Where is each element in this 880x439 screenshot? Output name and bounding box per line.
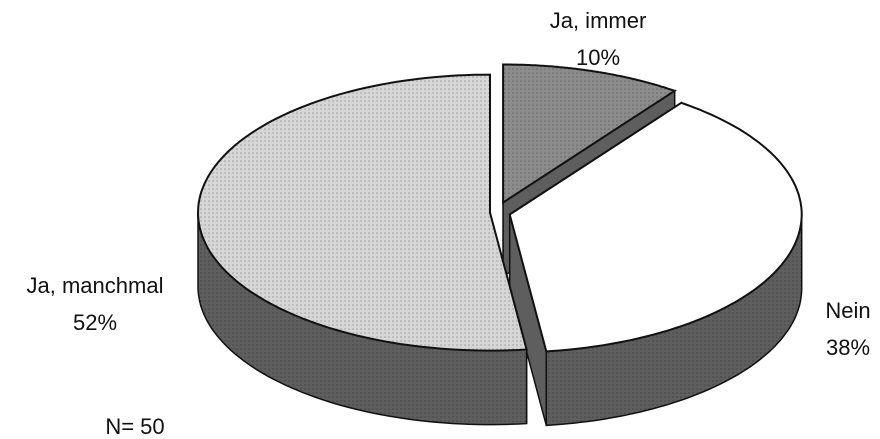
slice bbox=[508, 101, 803, 353]
slice-texture bbox=[198, 74, 527, 351]
slice-texture bbox=[503, 64, 675, 203]
pie bbox=[196, 63, 803, 427]
slice-side-texture bbox=[546, 214, 802, 426]
slice-side-texture bbox=[198, 212, 527, 425]
slice-value-label: 38% bbox=[826, 335, 870, 360]
slice-label: Ja, manchmal bbox=[27, 273, 164, 298]
annotation: N= 50 bbox=[105, 414, 164, 439]
slice-label: Ja, immer bbox=[550, 8, 647, 33]
slice-value-label: 52% bbox=[73, 310, 117, 335]
slice-label: Nein bbox=[825, 298, 870, 323]
slice-value-label: 10% bbox=[576, 45, 620, 70]
